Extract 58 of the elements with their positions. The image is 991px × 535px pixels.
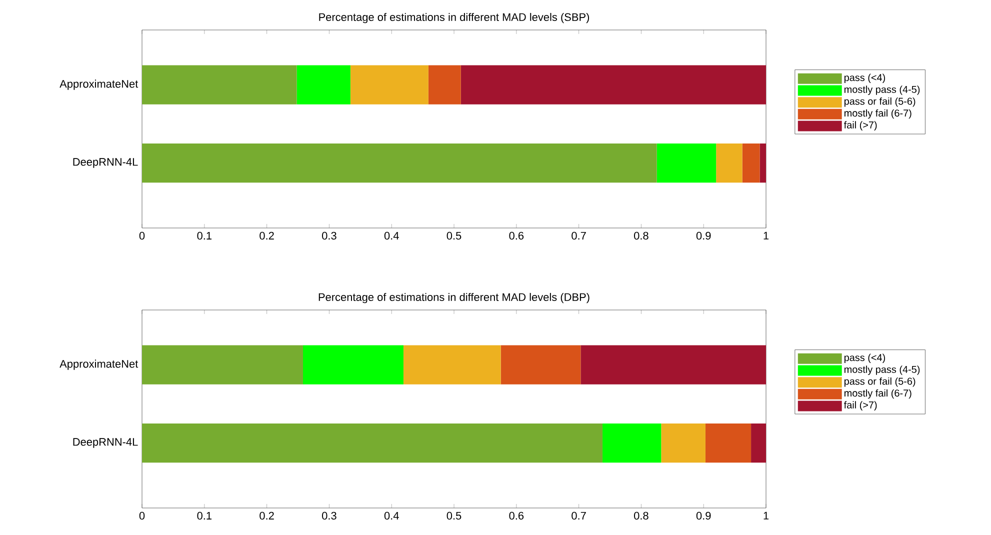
x-tick-label: 0.4 bbox=[384, 512, 399, 520]
chart-title: Percentage of estimations in different MAD levels (DBP) bbox=[318, 292, 590, 304]
x-tick-label: 0.9 bbox=[696, 232, 711, 240]
legend-label: mostly pass (4-5) bbox=[844, 366, 920, 375]
x-tick-label: 0.2 bbox=[260, 232, 274, 240]
x-tick-label: 1 bbox=[764, 232, 769, 240]
bar bbox=[661, 423, 706, 463]
x-tick-label: 0.7 bbox=[572, 512, 586, 520]
x-tick-label: 0.1 bbox=[197, 232, 212, 240]
legend-label: mostly pass (4-5) bbox=[844, 86, 920, 95]
legend-label: mostly fail (6-7) bbox=[844, 109, 912, 119]
legend-label: mostly fail (6-7) bbox=[844, 389, 912, 399]
legend-label: fail (>7) bbox=[844, 121, 877, 130]
x-tick-label: 0.6 bbox=[509, 232, 524, 240]
x-tick-label: 1 bbox=[764, 512, 769, 520]
bar bbox=[142, 65, 297, 104]
bar bbox=[742, 143, 760, 183]
chart-title: Percentage of estimations in different MAD levels (SBP) bbox=[319, 12, 590, 24]
bar bbox=[403, 345, 501, 384]
bar bbox=[656, 143, 716, 183]
legend-label: pass or fail (5-6) bbox=[844, 97, 916, 107]
legend-label: pass or fail (5-6) bbox=[844, 377, 916, 387]
x-tick-label: 0.3 bbox=[322, 512, 336, 520]
bar bbox=[350, 65, 428, 104]
x-tick-label: 0.6 bbox=[509, 512, 524, 520]
bar bbox=[142, 423, 603, 463]
x-tick-label: 0 bbox=[139, 512, 145, 520]
x-tick-label: 0.3 bbox=[322, 232, 336, 240]
bar bbox=[500, 345, 581, 384]
bar bbox=[142, 143, 657, 183]
bar bbox=[303, 345, 404, 384]
y-tick-label: DeepRNN-4L bbox=[73, 158, 138, 168]
bar bbox=[142, 345, 304, 384]
bar bbox=[296, 65, 350, 104]
bar bbox=[751, 423, 766, 463]
x-tick-label: 0.9 bbox=[696, 512, 711, 520]
legend-label: pass (<4) bbox=[844, 74, 886, 84]
y-tick-label: ApproximateNet bbox=[60, 360, 138, 370]
bar bbox=[705, 423, 752, 463]
bar bbox=[602, 423, 662, 463]
bar bbox=[760, 143, 766, 183]
bar bbox=[716, 143, 742, 183]
x-tick-label: 0.1 bbox=[197, 512, 212, 520]
x-tick-label: 0.5 bbox=[446, 232, 462, 240]
x-tick-label: 0.4 bbox=[384, 232, 399, 240]
y-tick-label: DeepRNN-4L bbox=[73, 438, 138, 448]
y-tick-label: ApproximateNet bbox=[60, 80, 138, 90]
x-tick-label: 0.2 bbox=[260, 512, 274, 520]
bar bbox=[460, 65, 766, 104]
x-tick-label: 0.5 bbox=[446, 512, 462, 520]
legend-label: pass (<4) bbox=[844, 354, 886, 364]
bar bbox=[428, 65, 461, 104]
x-tick-label: 0.7 bbox=[572, 232, 586, 240]
legend-label: fail (>7) bbox=[844, 401, 877, 410]
bar bbox=[580, 345, 766, 384]
x-tick-label: 0 bbox=[139, 232, 145, 240]
x-tick-label: 0.8 bbox=[634, 232, 648, 240]
x-tick-label: 0.8 bbox=[634, 512, 648, 520]
